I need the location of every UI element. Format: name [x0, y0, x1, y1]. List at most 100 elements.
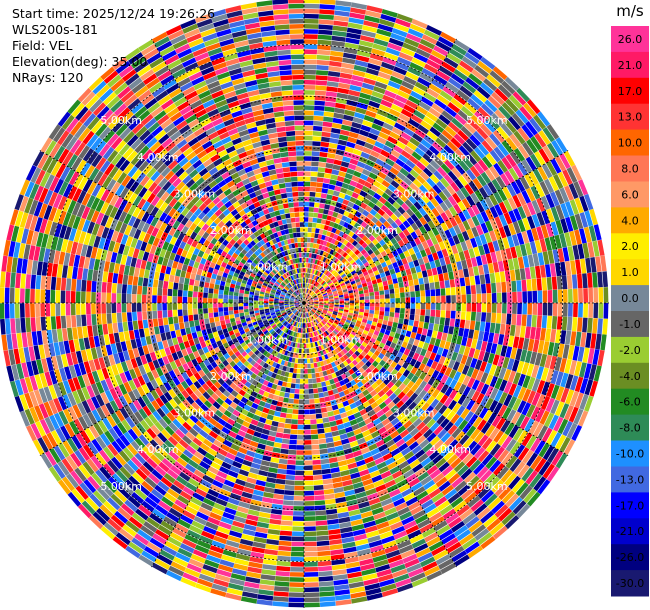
range-gate: [483, 120, 497, 133]
range-gate: [339, 256, 345, 262]
range-gate: [527, 254, 535, 267]
range-gate: [424, 283, 430, 291]
range-gate: [369, 252, 376, 259]
range-gate: [304, 8, 320, 14]
range-gate: [304, 69, 316, 75]
range-gate: [485, 136, 497, 150]
range-gate: [346, 285, 352, 289]
range-gate: [440, 177, 450, 188]
range-gate: [292, 531, 304, 537]
range-gate: [304, 140, 313, 146]
range-gate: [457, 232, 465, 243]
range-gate: [318, 19, 334, 25]
range-gate: [313, 287, 318, 292]
range-gate: [408, 195, 417, 205]
range-gate: [333, 222, 339, 229]
range-gate: [317, 428, 325, 434]
range-gate: [475, 224, 484, 236]
range-gate: [598, 287, 604, 303]
range-gate: [560, 203, 570, 218]
range-gate: [264, 487, 275, 494]
range-gate: [428, 54, 444, 66]
range-gate: [557, 343, 565, 358]
range-gate: [357, 178, 366, 186]
range-gate: [391, 71, 405, 80]
range-gate: [415, 333, 422, 341]
range-gate: [505, 98, 519, 113]
range-gate: [288, 398, 294, 404]
range-gate: [406, 255, 413, 263]
range-gate: [314, 403, 321, 409]
range-gate: [288, 449, 297, 455]
range-gate: [389, 205, 397, 214]
range-gate: [377, 154, 388, 163]
range-gate: [358, 287, 364, 292]
range-gate: [310, 363, 315, 369]
range-gate: [561, 316, 568, 331]
range-gate: [304, 561, 318, 567]
range-gate: [289, 439, 297, 445]
range-gate: [466, 195, 476, 207]
range-gate: [308, 258, 311, 263]
range-gate: [389, 293, 395, 299]
range-gate: [575, 331, 582, 347]
range-gate: [420, 290, 426, 297]
range-gate: [344, 298, 350, 301]
range-gate: [426, 177, 436, 188]
range-gate: [321, 463, 331, 470]
range-gate: [324, 304, 329, 306]
range-gate: [382, 94, 395, 104]
range-gate: [375, 220, 383, 228]
range-gate: [383, 285, 389, 291]
range-gate: [331, 564, 347, 571]
range-gate: [327, 189, 334, 195]
range-gate: [432, 345, 439, 354]
range-gate: [355, 165, 364, 173]
range-gate: [568, 303, 573, 317]
range-gate: [515, 348, 523, 361]
range-gate: [367, 259, 374, 265]
range-gate: [546, 277, 553, 290]
range-gate: [386, 85, 399, 94]
range-gate: [349, 300, 355, 303]
range-gate: [562, 169, 573, 185]
range-gate: [497, 159, 508, 173]
range-gate: [336, 235, 342, 242]
range-gate: [444, 125, 457, 137]
range-gate: [534, 133, 547, 148]
range-gate: [309, 414, 317, 420]
range-gate: [365, 137, 376, 146]
range-gate: [588, 225, 597, 242]
range-gate: [289, 572, 304, 577]
range-gate: [494, 216, 503, 229]
range-gate: [322, 121, 333, 128]
range-gate: [496, 126, 509, 140]
range-gate: [330, 238, 336, 245]
range-gate: [384, 329, 391, 336]
range-gate: [363, 252, 370, 259]
range-gate: [456, 189, 466, 201]
range-gate: [329, 267, 335, 273]
range-gate: [480, 341, 488, 352]
range-gate: [414, 128, 426, 139]
range-gate: [338, 308, 344, 312]
range-gate: [288, 592, 304, 598]
range-gate: [277, 555, 291, 562]
range-gate: [403, 127, 415, 137]
range-gate: [352, 240, 358, 247]
range-gate: [364, 72, 378, 81]
range-gate: [364, 303, 370, 307]
range-gate: [531, 227, 540, 241]
range-gate: [513, 208, 522, 221]
range-gate: [328, 142, 338, 149]
range-gate: [321, 136, 330, 143]
range-gate: [356, 270, 363, 276]
range-gate: [395, 298, 400, 303]
range-gate: [417, 124, 429, 135]
range-gate: [403, 336, 410, 343]
range-gate: [310, 274, 314, 279]
range-gate: [476, 303, 482, 313]
range-gate: [405, 308, 410, 314]
range-gate: [521, 190, 531, 204]
range-gate: [451, 244, 459, 255]
